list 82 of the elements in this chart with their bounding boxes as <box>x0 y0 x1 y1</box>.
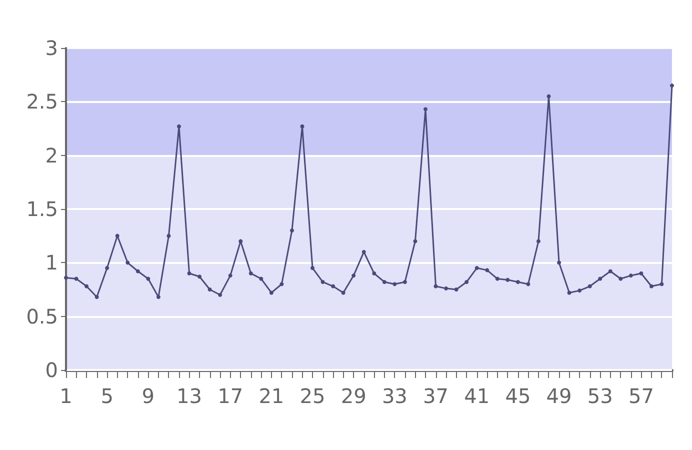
point <box>228 274 232 278</box>
point <box>126 260 130 265</box>
point <box>115 234 120 238</box>
point <box>64 276 68 280</box>
point <box>320 280 325 284</box>
point <box>105 266 110 270</box>
point <box>670 84 674 88</box>
point <box>280 282 284 286</box>
point <box>618 276 623 281</box>
point <box>557 260 562 265</box>
point <box>536 239 540 244</box>
point <box>156 295 160 300</box>
y-tick-label: 1.5 <box>26 197 58 221</box>
y-tick-label: 3 <box>45 36 58 60</box>
point <box>392 282 397 286</box>
point <box>639 271 644 276</box>
point <box>166 234 171 238</box>
point <box>187 271 192 276</box>
point <box>290 228 294 232</box>
point <box>413 239 418 244</box>
x-tick-label: 49 <box>546 384 572 408</box>
point <box>248 271 253 276</box>
point <box>464 280 469 284</box>
x-tick-label: 1 <box>60 384 72 408</box>
x-tick-label: 5 <box>100 384 114 408</box>
point <box>74 276 78 281</box>
point <box>474 266 479 270</box>
point <box>567 290 572 295</box>
point <box>423 107 428 112</box>
point <box>598 276 602 281</box>
x-tick-label: 41 <box>464 384 490 408</box>
point <box>259 276 264 281</box>
point <box>578 288 582 293</box>
point <box>382 280 386 284</box>
x-tick-label: 21 <box>258 384 284 408</box>
point <box>352 274 356 278</box>
y-tick-label: 2.5 <box>26 90 58 114</box>
x-tick-label: 45 <box>505 384 531 408</box>
point <box>608 269 612 274</box>
point <box>628 274 633 278</box>
x-tick-label: 53 <box>587 384 613 408</box>
y-tick-label: 0.5 <box>26 304 58 328</box>
x-tick-label: 33 <box>382 384 408 408</box>
point <box>136 269 140 274</box>
point <box>454 288 458 292</box>
x-tick-label: 17 <box>218 384 244 408</box>
point <box>506 278 510 282</box>
y-tick-label: 1 <box>45 250 58 275</box>
point <box>660 282 664 286</box>
point <box>331 284 336 288</box>
point <box>238 239 243 244</box>
point <box>649 284 654 288</box>
point <box>198 274 202 279</box>
y-tick-label: 2 <box>45 143 58 168</box>
point <box>402 280 407 284</box>
x-tick-label: 9 <box>142 384 155 408</box>
point <box>218 292 222 297</box>
point <box>176 124 181 128</box>
x-tick-label: 25 <box>300 384 326 408</box>
point <box>495 276 500 281</box>
point <box>516 280 520 284</box>
x-tick-label: 57 <box>628 384 654 408</box>
point <box>341 290 346 295</box>
point <box>84 284 89 288</box>
point <box>310 266 315 270</box>
point <box>546 94 551 98</box>
point <box>588 284 592 288</box>
point <box>269 290 274 295</box>
x-tick-label: 13 <box>176 384 202 408</box>
x-tick-label: 29 <box>340 384 366 408</box>
point <box>434 284 438 288</box>
point <box>94 295 99 300</box>
point <box>146 276 150 281</box>
point <box>372 271 376 276</box>
point <box>485 268 490 272</box>
point <box>300 124 304 128</box>
point <box>526 282 530 286</box>
point <box>208 288 212 292</box>
point <box>444 286 448 290</box>
point <box>362 250 366 254</box>
y-tick-label: 0 <box>45 358 58 382</box>
x-tick-label: 37 <box>423 384 448 408</box>
